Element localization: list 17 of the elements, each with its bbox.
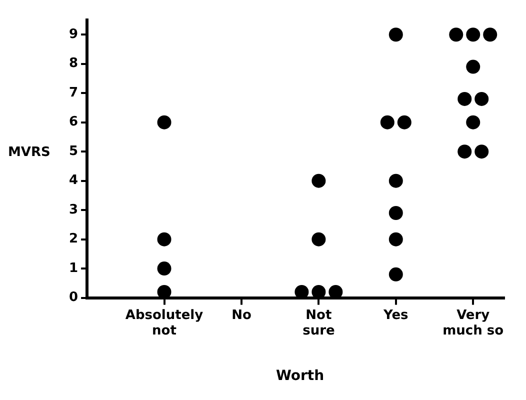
y-tick-label: 2 — [69, 232, 78, 247]
y-tick-label: 5 — [69, 144, 78, 159]
y-tick-label: 9 — [69, 26, 78, 42]
x-tick-label: Absolutely not — [125, 308, 204, 339]
y-tick-label: 1 — [69, 260, 78, 276]
y-axis-title: MVRS — [8, 145, 50, 160]
x-tick-label: Yes — [382, 308, 409, 323]
y-tick-label: 8 — [69, 56, 78, 72]
x-axis-title: Worth — [274, 368, 326, 384]
y-tick-label: 7 — [69, 85, 78, 100]
y-tick-label: 0 — [69, 290, 78, 306]
y-tick-label: 3 — [69, 202, 78, 218]
y-tick-label: 4 — [69, 173, 78, 188]
x-tick-label: Not sure — [302, 308, 335, 339]
y-tick-label: 6 — [69, 114, 78, 130]
x-tick-label: No — [232, 308, 252, 323]
x-tick-label: Very much so — [442, 308, 504, 339]
